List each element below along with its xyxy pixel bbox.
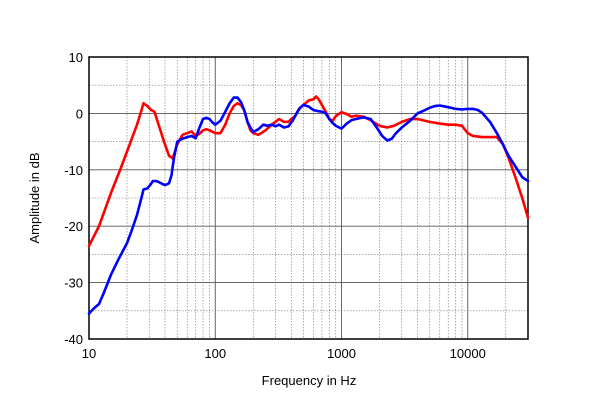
x-axis-ticks: 10 100 1000 10000	[82, 346, 486, 361]
series-line-2	[87, 96, 530, 315]
y-axis-ticks: 10 0 -10 -20 -30 -40	[64, 50, 83, 347]
y-tick-label: 0	[76, 106, 83, 121]
x-tick-label: 10	[82, 346, 96, 361]
y-tick-label: -30	[64, 276, 83, 291]
y-tick-label: 10	[69, 50, 83, 65]
x-tick-label: 1000	[327, 346, 356, 361]
series-line-1	[87, 95, 530, 248]
y-tick-label: -40	[64, 332, 83, 347]
x-tick-label: 10000	[450, 346, 486, 361]
y-axis-label: Amplitude in dB	[27, 152, 42, 243]
y-tick-label: -10	[64, 163, 83, 178]
series-layer	[87, 95, 530, 315]
x-axis-label: Frequency in Hz	[262, 373, 357, 388]
grid	[89, 57, 528, 339]
y-tick-label: -20	[64, 219, 83, 234]
x-tick-label: 100	[204, 346, 226, 361]
plot-area-frame	[88, 56, 529, 340]
